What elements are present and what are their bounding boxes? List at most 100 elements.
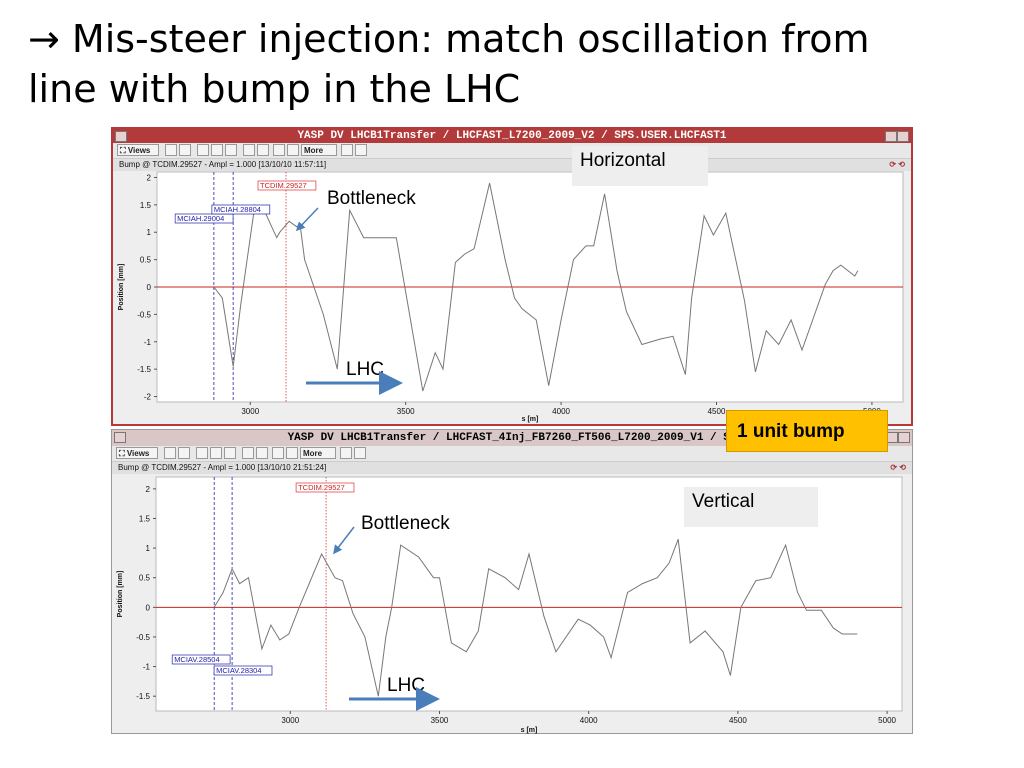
x-tick-label: 3000 — [281, 716, 299, 725]
chart-icon[interactable] — [340, 447, 352, 459]
x-tick-label: 4500 — [708, 407, 726, 416]
element-marker-tag: TCDIM.29527 — [295, 482, 355, 493]
print-icon[interactable] — [355, 144, 367, 156]
element-marker-label: MCIAV.28304 — [216, 666, 261, 675]
refresh-icons[interactable]: ⟳ ⟲ — [889, 160, 905, 169]
orbit-series-line — [213, 182, 859, 392]
more-button[interactable]: More — [301, 144, 337, 156]
element-marker-label: MCIAH.28804 — [214, 205, 261, 214]
bump-info-bar: Bump @ TCDIM.29527 - Ampl = 1.000 [13/10… — [112, 462, 912, 474]
element-marker-label: TCDIM.29527 — [298, 483, 345, 492]
y-axis-label: Position [mm] — [117, 571, 124, 618]
y-tick-label: -1 — [144, 338, 152, 347]
toolbar: ⛶ Views More — [112, 446, 912, 462]
window-title: YASP DV LHCB1Transfer / LHCFAST_4Inj_FB7… — [287, 432, 737, 444]
grid-icon[interactable] — [164, 447, 176, 459]
y-tick-label: 1 — [147, 228, 152, 237]
y-tick-label: 0 — [147, 283, 152, 292]
maximize-icon[interactable] — [897, 131, 909, 142]
y-tick-label: 1.5 — [140, 201, 152, 210]
element-marker-tag: TCDIM.29527 — [257, 180, 317, 191]
element-marker-tag: MCIAH.28804 — [211, 204, 271, 215]
toolbar: ⛶ Views More — [113, 143, 911, 159]
y-tick-label: -0.5 — [137, 310, 151, 319]
lhc-label-top: LHC — [346, 359, 385, 380]
x-tick-label: 3000 — [241, 407, 259, 416]
window-titlebar[interactable]: YASP DV LHCB1Transfer / LHCFAST_L7200_20… — [113, 129, 911, 143]
window-menu-icon[interactable] — [114, 432, 126, 443]
settings-icon[interactable] — [243, 144, 255, 156]
table-icon[interactable] — [225, 144, 237, 156]
grid-icon[interactable] — [165, 144, 177, 156]
y-tick-label: -0.5 — [136, 633, 150, 642]
columns-icon[interactable] — [196, 447, 208, 459]
copy-icon[interactable] — [257, 144, 269, 156]
y-tick-label: -1 — [143, 663, 151, 672]
y-tick-label: 1.5 — [139, 514, 151, 523]
element-marker-label: TCDIM.29527 — [260, 181, 307, 190]
element-marker-label: MCIAH.29004 — [177, 214, 224, 223]
views-label: Views — [127, 146, 151, 155]
bump-info: Bump @ TCDIM.29527 - Ampl = 1.000 [13/10… — [119, 160, 327, 169]
list-icon[interactable] — [272, 447, 284, 459]
layout-icon[interactable] — [179, 144, 191, 156]
x-axis-label: s [m] — [521, 727, 538, 734]
lhc-label-bottom: LHC — [387, 675, 426, 696]
y-tick-label: 1 — [146, 544, 151, 553]
x-tick-label: 4000 — [580, 716, 598, 725]
element-marker-tag: MCIAH.29004 — [174, 213, 234, 224]
bottleneck-label-bottom: Bottleneck — [361, 513, 450, 534]
y-tick-label: 2 — [147, 173, 152, 182]
element-marker-tag: MCIAV.28504 — [171, 654, 231, 665]
views-button[interactable]: ⛶ Views — [117, 144, 159, 156]
bottleneck-label-top: Bottleneck — [327, 188, 416, 209]
element-marker-box — [295, 482, 355, 493]
element-marker-box — [171, 654, 231, 665]
x-tick-label: 3500 — [431, 716, 449, 725]
vertical-label: Vertical — [684, 487, 818, 527]
yasp-window-vertical: YASP DV LHCB1Transfer / LHCFAST_4Inj_FB7… — [111, 429, 913, 734]
y-tick-label: -1.5 — [136, 692, 150, 701]
y-tick-label: 2 — [146, 485, 151, 494]
element-marker-box — [257, 180, 317, 191]
display-icon[interactable] — [286, 447, 298, 459]
y-tick-label: 0.5 — [140, 256, 152, 265]
y-tick-label: 0 — [146, 603, 151, 612]
element-marker-label: MCIAV.28504 — [174, 655, 219, 664]
rows-icon[interactable] — [210, 447, 222, 459]
yasp-window-horizontal: YASP DV LHCB1Transfer / LHCFAST_L7200_20… — [111, 127, 913, 426]
list-icon[interactable] — [273, 144, 285, 156]
more-button[interactable]: More — [300, 447, 336, 459]
x-tick-label: 4000 — [552, 407, 570, 416]
chart-icon[interactable] — [341, 144, 353, 156]
element-marker-box — [213, 665, 273, 676]
print-icon[interactable] — [354, 447, 366, 459]
window-menu-icon[interactable] — [115, 131, 127, 142]
x-axis-label: s [m] — [522, 416, 539, 423]
views-button[interactable]: ⛶ Views — [116, 447, 158, 459]
views-label: Views — [126, 449, 150, 458]
x-tick-label: 5000 — [878, 716, 896, 725]
bump-info-bar: Bump @ TCDIM.29527 - Ampl = 1.000 [13/10… — [113, 159, 911, 171]
settings-icon[interactable] — [242, 447, 254, 459]
window-titlebar[interactable]: YASP DV LHCB1Transfer / LHCFAST_4Inj_FB7… — [112, 430, 912, 446]
views-icon: ⛶ — [119, 449, 125, 458]
rows-icon[interactable] — [211, 144, 223, 156]
minimize-icon[interactable] — [885, 131, 897, 142]
x-tick-label: 4500 — [729, 716, 747, 725]
y-tick-label: -2 — [144, 393, 152, 402]
slide-title: → Mis-steer injection: match oscillation… — [28, 17, 870, 111]
display-icon[interactable] — [287, 144, 299, 156]
window-title: YASP DV LHCB1Transfer / LHCFAST_L7200_20… — [297, 130, 727, 142]
horizontal-label: Horizontal — [572, 146, 708, 186]
columns-icon[interactable] — [197, 144, 209, 156]
copy-icon[interactable] — [256, 447, 268, 459]
layout-icon[interactable] — [178, 447, 190, 459]
unit-bump-label: 1 unit bump — [726, 410, 888, 452]
element-marker-box — [211, 204, 271, 215]
y-tick-label: 0.5 — [139, 574, 151, 583]
table-icon[interactable] — [224, 447, 236, 459]
maximize-icon[interactable] — [898, 432, 910, 443]
refresh-icons[interactable]: ⟳ ⟲ — [890, 463, 906, 472]
bump-info: Bump @ TCDIM.29527 - Ampl = 1.000 [13/10… — [118, 463, 327, 472]
